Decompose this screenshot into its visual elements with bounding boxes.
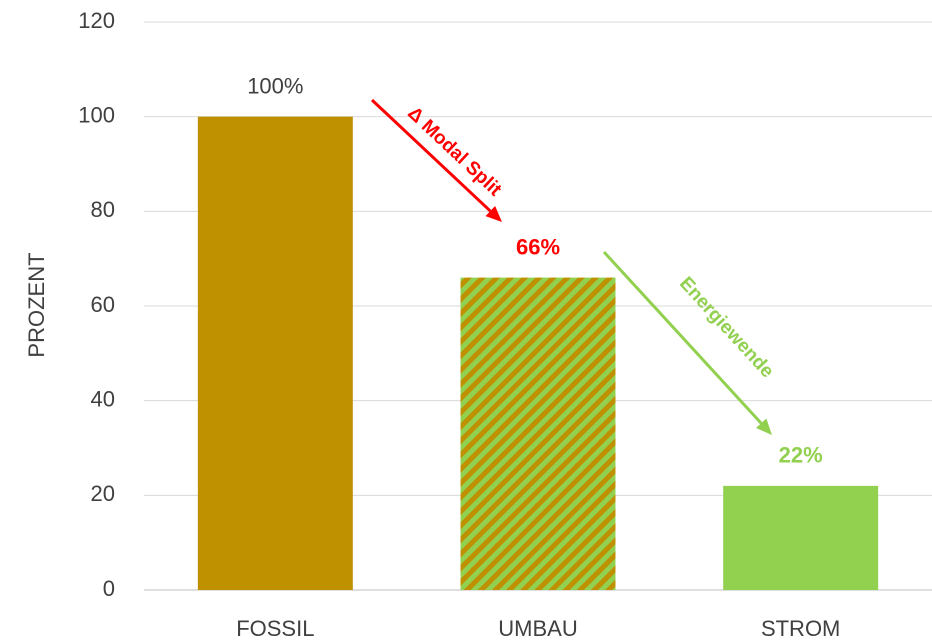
arrow-head (485, 205, 502, 222)
y-tick-label: 100 (78, 102, 115, 127)
x-tick-label: STROM (761, 616, 840, 641)
y-tick-label: 20 (91, 481, 115, 506)
y-tick-label: 60 (91, 292, 115, 317)
annotation-text: Δ Modal Split (403, 103, 506, 201)
annotation-text: Energiewende (675, 273, 778, 382)
annotation-arrow (602, 250, 763, 425)
annotation-arrow (370, 98, 492, 213)
x-tick-label: UMBAU (498, 616, 577, 641)
data-label: 100% (247, 73, 303, 98)
y-tick-label: 40 (91, 386, 115, 411)
y-tick-label: 120 (78, 8, 115, 33)
data-label: 22% (779, 443, 823, 468)
x-tick-label: FOSSIL (236, 616, 314, 641)
arrow-head (756, 418, 772, 435)
y-tick-label: 0 (103, 576, 115, 601)
y-tick-label: 80 (91, 197, 115, 222)
bar (723, 485, 879, 590)
bar (460, 277, 616, 590)
data-label: 66% (516, 234, 560, 259)
y-axis-label: PROZENT (24, 252, 49, 357)
bar (197, 116, 353, 591)
